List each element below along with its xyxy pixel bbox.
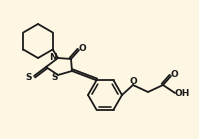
Text: O: O — [129, 78, 137, 86]
Text: S: S — [26, 73, 32, 81]
Text: O: O — [78, 44, 86, 53]
Text: O: O — [170, 70, 178, 79]
Text: S: S — [52, 73, 58, 81]
Text: N: N — [49, 53, 57, 61]
Text: OH: OH — [174, 90, 190, 99]
